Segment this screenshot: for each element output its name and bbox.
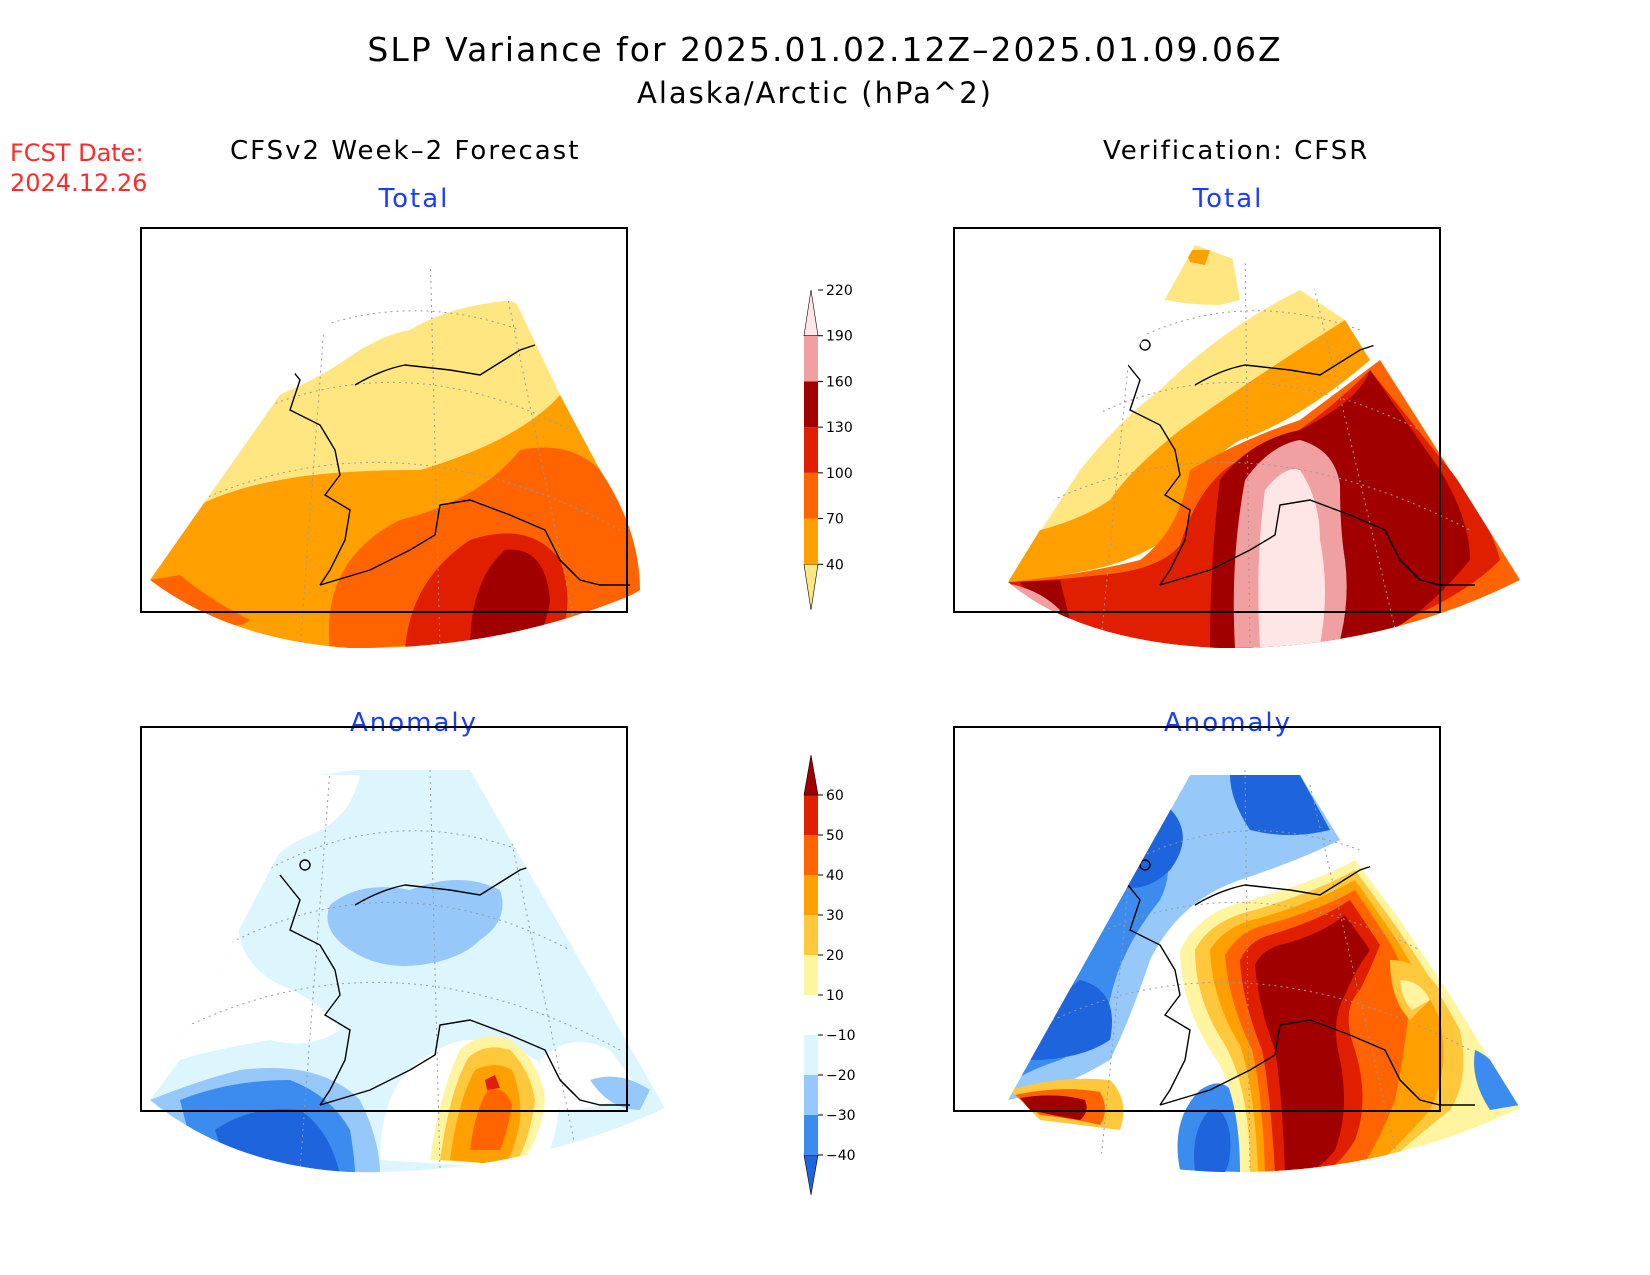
anomaly-colorbar-tick-label: 50	[826, 828, 844, 844]
chart-subtitle: Alaska/Arctic (hPa^2)	[637, 76, 993, 110]
verification-anomaly-map	[953, 726, 1520, 1173]
anomaly-colorbar-tick-label: 30	[826, 908, 844, 924]
anomaly-colorbar-swatch	[804, 1075, 818, 1115]
anomaly-colorbar-tick-label: −10	[826, 1028, 856, 1044]
anomaly-colorbar-swatch	[804, 955, 818, 995]
total-colorbar-tick-label: 220	[826, 283, 853, 299]
forecast-column-header: CFSv2 Week–2 Forecast	[230, 136, 581, 166]
anomaly-colorbar-tick-label: 20	[826, 948, 844, 964]
forecast-anomaly-title: Anomaly	[349, 708, 479, 738]
anomaly-colorbar-swatch	[804, 915, 818, 955]
anomaly-colorbar-swatch	[804, 835, 818, 875]
total-colorbar-swatch	[804, 427, 818, 473]
total-colorbar-swatch	[803, 563, 819, 611]
total-colorbar-tick-label: 130	[826, 420, 853, 436]
total-colorbar-swatch	[804, 335, 818, 382]
total-colorbar-tick-label: 100	[826, 466, 853, 482]
total-colorbar-tick-label: 70	[826, 512, 844, 528]
verification-total-title: Total	[1192, 184, 1264, 214]
anomaly-colorbar-tick-label: −20	[826, 1068, 856, 1084]
anomaly-colorbar-swatch	[804, 1035, 818, 1075]
anomaly-colorbar-tick-label: 40	[826, 868, 844, 884]
anomaly-colorbar-tick-label: −30	[826, 1108, 856, 1124]
forecast-date-block: FCST Date: 2024.12.26	[10, 138, 147, 198]
total-colorbar: 40 70 100 130 160 190 220	[803, 283, 853, 611]
forecast-anomaly-map	[140, 726, 665, 1173]
total-colorbar-swatch	[804, 518, 818, 565]
total-colorbar-tick-label: 40	[826, 557, 844, 573]
anomaly-colorbar-swatch	[803, 1154, 819, 1196]
verification-total-map	[953, 227, 1520, 649]
verification-anomaly-frame	[953, 726, 1441, 1112]
anomaly-colorbar-tick-label: 10	[826, 988, 844, 1004]
total-colorbar-tick-label: 160	[826, 374, 853, 390]
anomaly-colorbar-tick-label: 60	[826, 788, 844, 804]
anomaly-colorbar-swatch	[804, 995, 818, 1035]
forecast-total-frame	[140, 227, 628, 613]
verification-anomaly-title: Anomaly	[1163, 708, 1293, 738]
verification-column-header: Verification: CFSR	[1103, 136, 1370, 166]
forecast-date-label: FCST Date:	[10, 139, 144, 167]
forecast-date-value: 2024.12.26	[10, 169, 148, 197]
forecast-total-map	[140, 227, 665, 649]
forecast-total-title: Total	[378, 184, 450, 214]
anomaly-colorbar-swatch	[804, 1115, 818, 1155]
anomaly-colorbar: −40 −30 −20 −10 10 20 30 40 50 60	[803, 754, 856, 1196]
anomaly-colorbar-swatch	[804, 795, 818, 835]
anomaly-colorbar-swatch	[803, 754, 819, 796]
total-colorbar-tick-label: 190	[826, 329, 853, 345]
verification-total-frame	[953, 227, 1441, 613]
forecast-anomaly-frame	[140, 726, 628, 1112]
anomaly-colorbar-tick-label: −40	[826, 1148, 856, 1164]
total-colorbar-swatch	[804, 381, 818, 428]
total-colorbar-swatch	[803, 289, 819, 337]
total-colorbar-swatch	[804, 472, 818, 519]
chart-title: SLP Variance for 2025.01.02.12Z–2025.01.…	[367, 30, 1283, 69]
anomaly-colorbar-swatch	[804, 875, 818, 915]
